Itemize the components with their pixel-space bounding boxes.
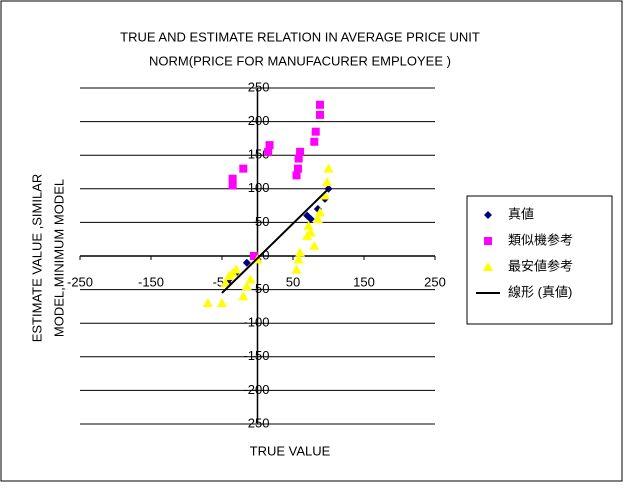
point (310, 137, 319, 146)
point (323, 163, 334, 173)
legend-label: 真値 (508, 206, 534, 221)
x-tick-label: 50 (286, 274, 300, 289)
point (292, 171, 301, 180)
y-tick-label: -200 (243, 382, 269, 397)
point (294, 154, 303, 163)
x-tick-label: -150 (138, 274, 164, 289)
point (249, 252, 258, 260)
point (312, 214, 323, 224)
legend-label: 最安値参考 (508, 258, 573, 273)
point (309, 240, 320, 250)
y-tick-label: -250 (243, 415, 269, 430)
y-tick-label: 150 (248, 147, 270, 162)
point (315, 110, 324, 119)
y-tick-label: -100 (243, 315, 269, 330)
chart-title: TRUE AND ESTIMATE RELATION IN AVERAGE PR… (120, 29, 480, 44)
point (293, 164, 302, 173)
y-tick-label: 100 (248, 180, 270, 195)
y-axis-title: MODEL,MINIMUM MODEL (51, 179, 66, 337)
y-tick-label: -50 (251, 281, 270, 296)
x-tick-label: 250 (424, 274, 446, 289)
point (245, 274, 256, 284)
point (241, 281, 252, 291)
point (202, 298, 213, 308)
point (303, 220, 314, 230)
y-tick-label: 200 (248, 113, 270, 128)
point (314, 207, 325, 217)
point (322, 177, 333, 187)
point (239, 164, 248, 173)
point (228, 174, 237, 183)
y-tick-label: 250 (248, 79, 270, 94)
point (242, 258, 251, 267)
point (296, 147, 305, 156)
legend-box (466, 195, 613, 325)
point (305, 227, 316, 237)
point (265, 141, 274, 150)
y-tick-label: -150 (243, 348, 269, 363)
trend-line (221, 188, 330, 294)
x-axis-title: TRUE VALUE (250, 443, 331, 458)
point (319, 190, 330, 200)
y-tick-label: 50 (255, 214, 269, 229)
point (295, 247, 306, 257)
point (220, 277, 231, 287)
point (291, 264, 302, 274)
y-tick-label: 0 (262, 247, 269, 262)
legend-marker (484, 211, 492, 219)
chart-title: NORM(PRICE FOR MANUFACURER EMPLOYEE ) (149, 53, 451, 68)
legend-label: 線形 (真値) (508, 284, 572, 299)
point (311, 127, 320, 136)
legend-marker (483, 262, 493, 271)
y-axis-title: ESTIMATE VALUE ,SIMILAR (29, 174, 44, 343)
point (238, 291, 249, 301)
point (228, 181, 237, 190)
point (293, 254, 304, 264)
point (217, 298, 227, 308)
x-tick-label: -250 (67, 274, 93, 289)
point (264, 147, 273, 156)
point (231, 264, 242, 274)
legend-label: 類似機参考 (508, 232, 573, 247)
x-tick-label: 150 (353, 274, 375, 289)
point (315, 100, 324, 109)
legend-marker (484, 237, 492, 245)
